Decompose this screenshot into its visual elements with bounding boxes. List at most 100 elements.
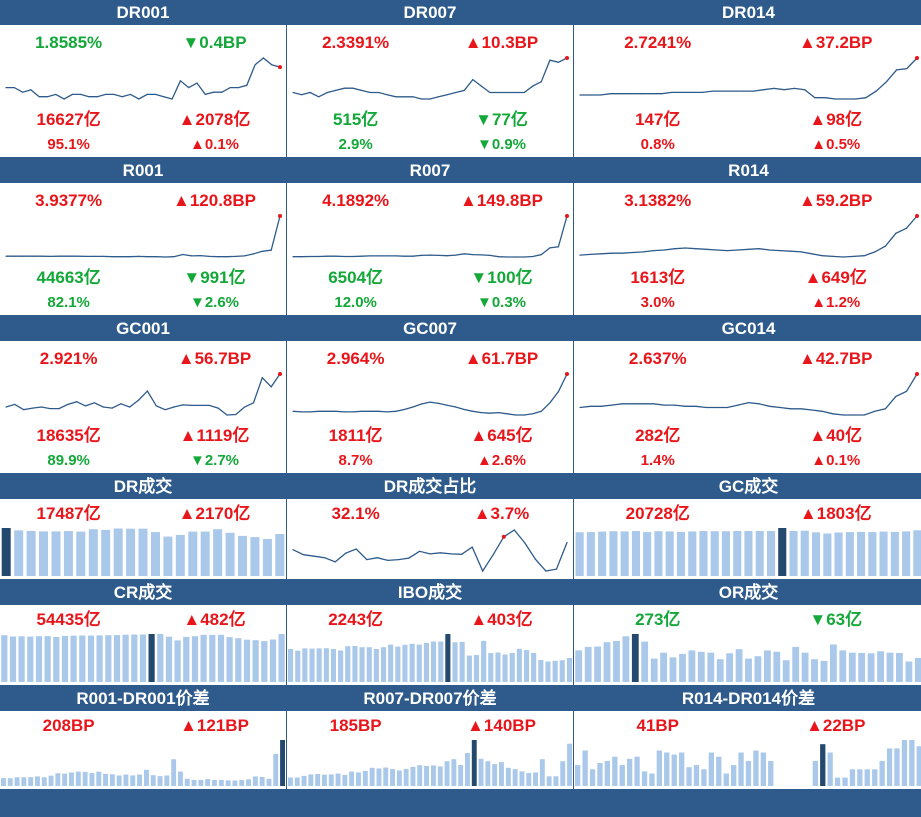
share-value: 2.9% — [339, 137, 373, 152]
share-value: 89.9% — [47, 453, 90, 468]
bar — [650, 658, 658, 682]
rate-change: ▲56.7BP — [178, 350, 252, 367]
data-point — [515, 414, 517, 416]
bar — [890, 531, 899, 576]
bar — [157, 776, 163, 786]
data-point — [105, 93, 107, 95]
bar — [342, 774, 348, 786]
bar — [175, 535, 185, 576]
bar — [89, 773, 95, 786]
bar — [679, 752, 685, 786]
data-point — [5, 255, 7, 257]
data-point — [261, 377, 263, 379]
data-point — [199, 404, 202, 406]
bar — [328, 774, 334, 786]
data-point — [779, 406, 781, 409]
latest-point-marker — [565, 56, 569, 60]
panel-title: DR001 — [0, 0, 286, 25]
data-point — [534, 558, 536, 560]
data-point — [663, 249, 665, 251]
data-point — [386, 411, 388, 413]
data-point — [763, 89, 765, 91]
data-point — [438, 402, 440, 404]
bar — [88, 529, 98, 576]
bar — [213, 529, 223, 576]
data-point — [146, 390, 148, 392]
up-arrow-icon: ▲ — [811, 294, 827, 311]
volume-value-value: 6504亿 — [328, 268, 384, 287]
data-point — [579, 406, 581, 409]
data-point — [489, 91, 491, 94]
bar — [131, 634, 138, 682]
bar — [502, 654, 508, 682]
up-arrow-icon: ▲ — [189, 136, 205, 153]
panel-title: R001 — [0, 158, 286, 183]
data-point — [226, 414, 228, 416]
volume-value: 147亿 — [635, 111, 680, 128]
data-point — [506, 413, 508, 415]
data-point — [229, 87, 231, 89]
share-change: ▼0.9% — [477, 137, 526, 152]
data-point — [523, 91, 525, 94]
bar — [721, 531, 730, 576]
panel-dr-share: DR成交占比 32.1% ▲3.7% — [287, 474, 573, 579]
bar — [338, 650, 344, 682]
share-value-value: 3.0% — [640, 294, 675, 311]
bar — [914, 658, 921, 682]
bar — [79, 635, 86, 682]
bar — [352, 646, 358, 682]
data-point — [549, 247, 551, 249]
latest-change-value: 1803亿 — [816, 504, 872, 523]
rate-value-value: 2.637% — [628, 349, 687, 368]
data-point — [155, 405, 157, 407]
data-point — [579, 254, 581, 256]
bar — [116, 775, 122, 786]
bar — [87, 635, 95, 682]
data-point — [270, 386, 272, 388]
bar — [217, 634, 225, 682]
bar — [867, 653, 875, 682]
data-point — [853, 255, 855, 257]
bar — [191, 636, 199, 682]
rate-change: ▲59.2BP — [799, 192, 873, 209]
bar — [62, 773, 68, 786]
bar — [238, 535, 247, 576]
data-point — [545, 570, 547, 572]
bar — [789, 531, 798, 576]
data-point — [674, 404, 676, 406]
bar — [14, 530, 24, 576]
bar — [620, 531, 629, 576]
bar — [524, 650, 530, 682]
bar — [308, 774, 314, 786]
panel-gc-volume: GC成交 20728亿 ▲1803亿 — [574, 474, 921, 579]
bar — [641, 641, 649, 682]
data-point — [429, 254, 431, 256]
bar — [857, 531, 866, 576]
data-point — [747, 402, 750, 404]
bar — [716, 659, 724, 682]
share-value-value: 82.1% — [47, 294, 90, 311]
bar — [403, 768, 409, 786]
data-point — [292, 256, 294, 258]
data-point — [326, 410, 328, 412]
bar — [103, 773, 108, 786]
bar — [707, 652, 715, 682]
data-point — [661, 93, 663, 95]
bar — [70, 635, 77, 682]
data-point — [403, 408, 405, 411]
data-point — [455, 254, 457, 256]
series-line — [6, 215, 281, 258]
data-point — [14, 255, 16, 257]
data-point — [769, 405, 771, 407]
data-point — [497, 256, 500, 258]
bar — [492, 764, 498, 786]
data-point — [671, 91, 673, 93]
chart-r007 — [292, 214, 569, 258]
data-point — [523, 414, 525, 416]
data-point — [129, 406, 131, 408]
chart-or-volume — [575, 634, 921, 682]
data-point — [191, 404, 193, 406]
rate-value-value: 4.1892% — [322, 191, 390, 210]
volume-change-value: 645亿 — [487, 426, 533, 445]
